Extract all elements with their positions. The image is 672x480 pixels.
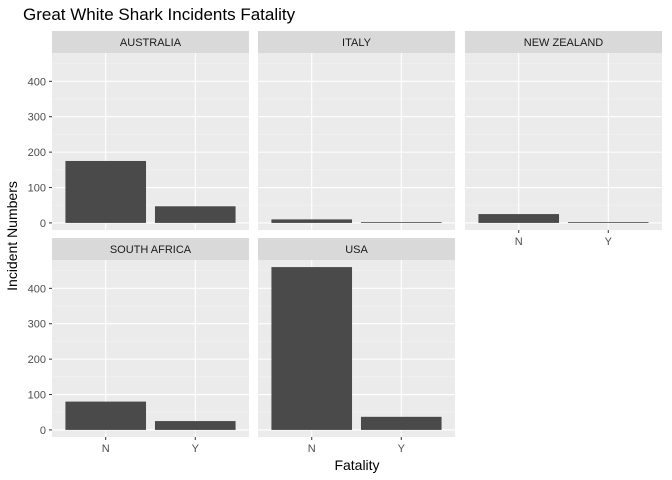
facet-south-africa: SOUTH AFRICA 0 100 200 300 400 N Y [28, 238, 249, 455]
x-tick-label: N [308, 443, 316, 455]
bar-australia-y [154, 206, 236, 223]
panel-new-zealand [465, 53, 662, 230]
x-tick-label: Y [605, 236, 613, 248]
y-tick-label: 100 [28, 390, 46, 402]
bar-new-zealand-y [567, 222, 649, 224]
y-tick-label: 0 [40, 218, 46, 230]
strip-label-new-zealand: NEW ZEALAND [524, 37, 604, 49]
y-tick-label: 200 [28, 147, 46, 159]
x-tick-label: Y [192, 443, 200, 455]
facet-usa: USA N Y [258, 238, 455, 455]
bar-new-zealand-n [478, 214, 560, 223]
y-tick-label: 200 [28, 354, 46, 366]
y-tick-label: 400 [28, 283, 46, 295]
bar-usa-n [271, 267, 353, 430]
strip-label-australia: AUSTRALIA [120, 37, 182, 49]
y-tick-label: 300 [28, 112, 46, 124]
bar-italy-n [271, 219, 353, 223]
strip-usa [258, 238, 455, 260]
bar-south-africa-y [154, 421, 236, 430]
facet-italy: ITALY [258, 31, 455, 230]
bar-south-africa-n [65, 401, 147, 430]
strip-label-italy: ITALY [342, 37, 372, 49]
bar-usa-y [360, 416, 442, 430]
strip-australia [52, 31, 249, 53]
strip-italy [258, 31, 455, 53]
panel-italy [258, 53, 455, 230]
x-tick-label: N [102, 443, 110, 455]
strip-label-south-africa: SOUTH AFRICA [110, 244, 192, 256]
bar-australia-n [65, 160, 147, 223]
x-axis-title: Fatality [334, 457, 379, 473]
strip-new-zealand [465, 31, 662, 53]
y-axis-title: Incident Numbers [4, 181, 20, 291]
facet-australia: AUSTRALIA 0 100 200 300 400 [28, 31, 249, 230]
x-tick-label: N [515, 236, 523, 248]
facet-new-zealand: NEW ZEALAND N Y [465, 31, 662, 248]
y-tick-label: 100 [28, 183, 46, 195]
strip-south-africa [52, 238, 249, 260]
chart-title: Great White Shark Incidents Fatality [23, 5, 296, 24]
y-tick-label: 300 [28, 319, 46, 331]
y-tick-label: 400 [28, 76, 46, 88]
facet-panels: AUSTRALIA 0 100 200 300 400 ITALY NEW ZEALAND N Y… [28, 31, 662, 455]
bar-italy-y [360, 222, 442, 224]
strip-label-usa: USA [345, 244, 368, 256]
y-tick-label: 0 [40, 425, 46, 437]
x-tick-label: Y [398, 443, 406, 455]
